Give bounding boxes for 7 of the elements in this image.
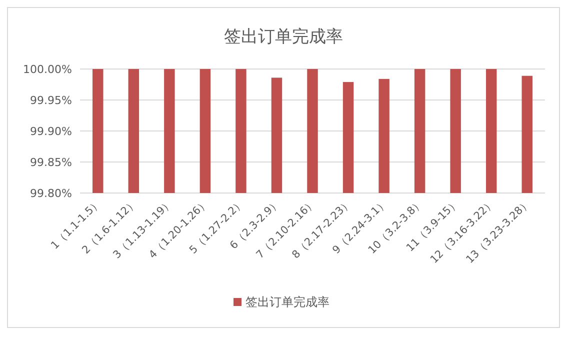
y-tick-label: 99.85%: [30, 156, 72, 169]
y-tick-label: 99.95%: [30, 94, 72, 107]
y-tick-label: 100.00%: [23, 63, 72, 76]
y-tick-label: 99.90%: [30, 125, 72, 138]
legend-label: 签出订单完成率: [246, 295, 330, 309]
chart-title: 签出订单完成率: [224, 27, 343, 47]
y-tick-label: 99.80%: [30, 187, 72, 200]
